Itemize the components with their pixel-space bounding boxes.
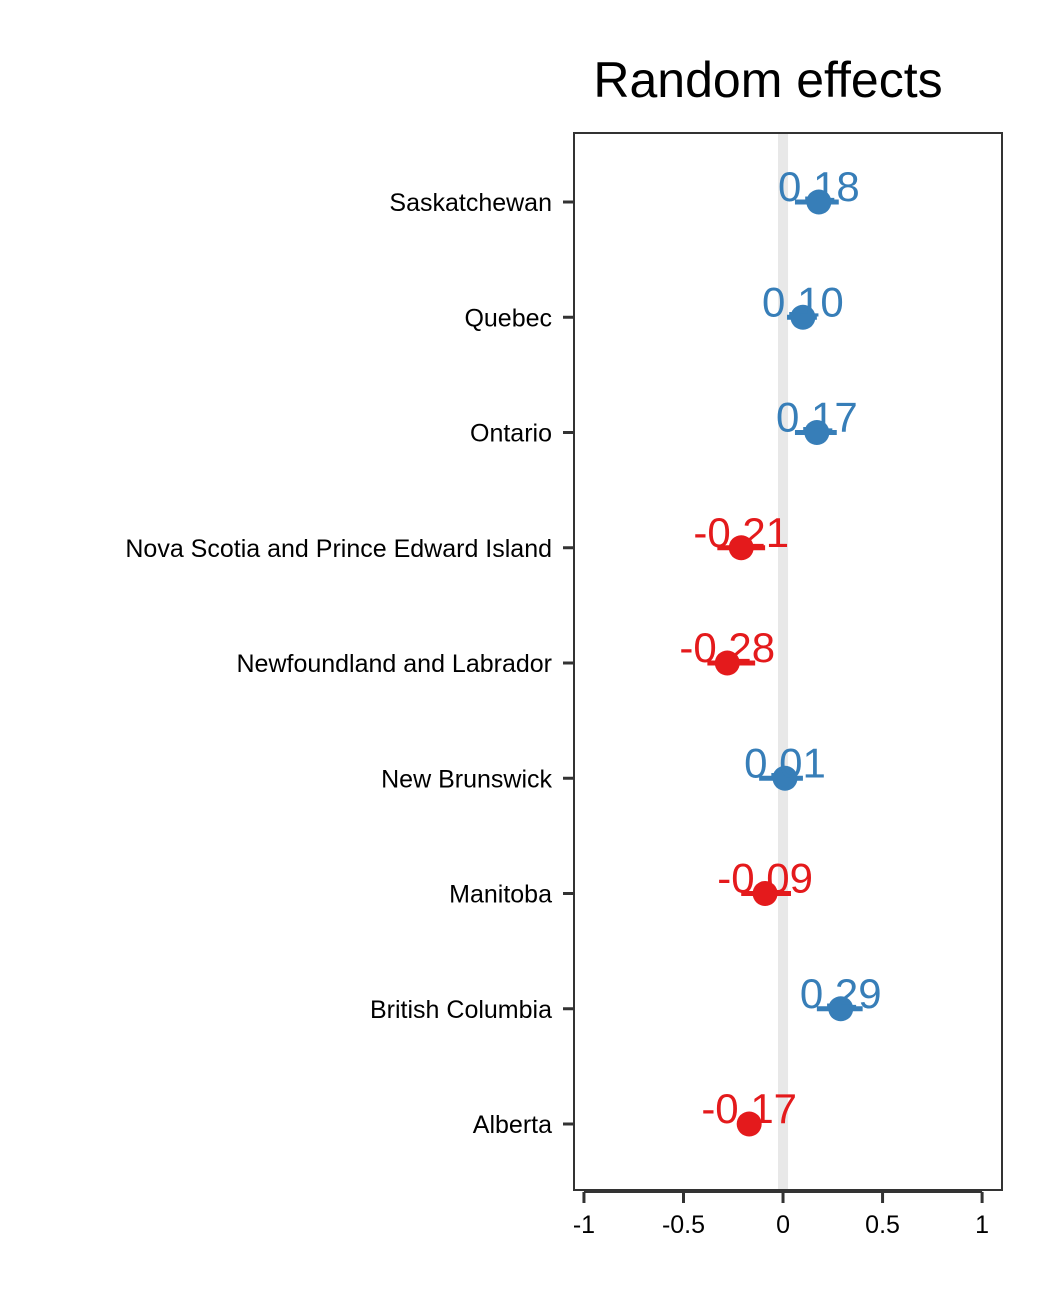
estimate-point (736, 1111, 762, 1137)
estimate-point (790, 304, 816, 330)
x-tick-label: 1 (975, 1211, 989, 1239)
y-tick-label: Ontario (470, 420, 552, 448)
y-tick-label: Newfoundland and Labrador (236, 650, 552, 678)
estimate-point (804, 420, 830, 445)
x-tick-label: 0 (776, 1211, 790, 1239)
value-label: 0.10 (762, 278, 844, 325)
x-tick-label: 0.5 (865, 1211, 900, 1239)
chart-title: Random effects (593, 52, 942, 108)
value-label: -0.21 (693, 509, 789, 556)
y-tick-label: British Columbia (370, 996, 552, 1024)
value-label: -0.09 (717, 855, 813, 902)
y-tick-label: Saskatchewan (389, 189, 552, 217)
estimate-point (828, 996, 854, 1022)
value-label: 0.01 (744, 739, 826, 786)
value-label: -0.17 (701, 1085, 797, 1132)
estimate-point (752, 881, 778, 906)
y-tick-label: Nova Scotia and Prince Edward Island (125, 535, 552, 563)
estimate-point (728, 535, 754, 561)
x-tick-label: -1 (573, 1211, 595, 1239)
estimate-point (772, 765, 798, 791)
y-tick-label: Alberta (473, 1111, 552, 1139)
estimate-point (714, 650, 740, 676)
y-tick-label: New Brunswick (381, 765, 552, 793)
x-tick-label: -0.5 (662, 1211, 705, 1239)
value-label: -0.28 (679, 624, 775, 671)
value-label: 0.18 (778, 163, 860, 210)
y-tick-label: Quebec (464, 304, 552, 332)
estimate-point (806, 189, 832, 215)
value-label: 0.17 (776, 394, 858, 441)
value-label: 0.29 (800, 970, 882, 1017)
y-tick-label: Manitoba (449, 881, 552, 909)
